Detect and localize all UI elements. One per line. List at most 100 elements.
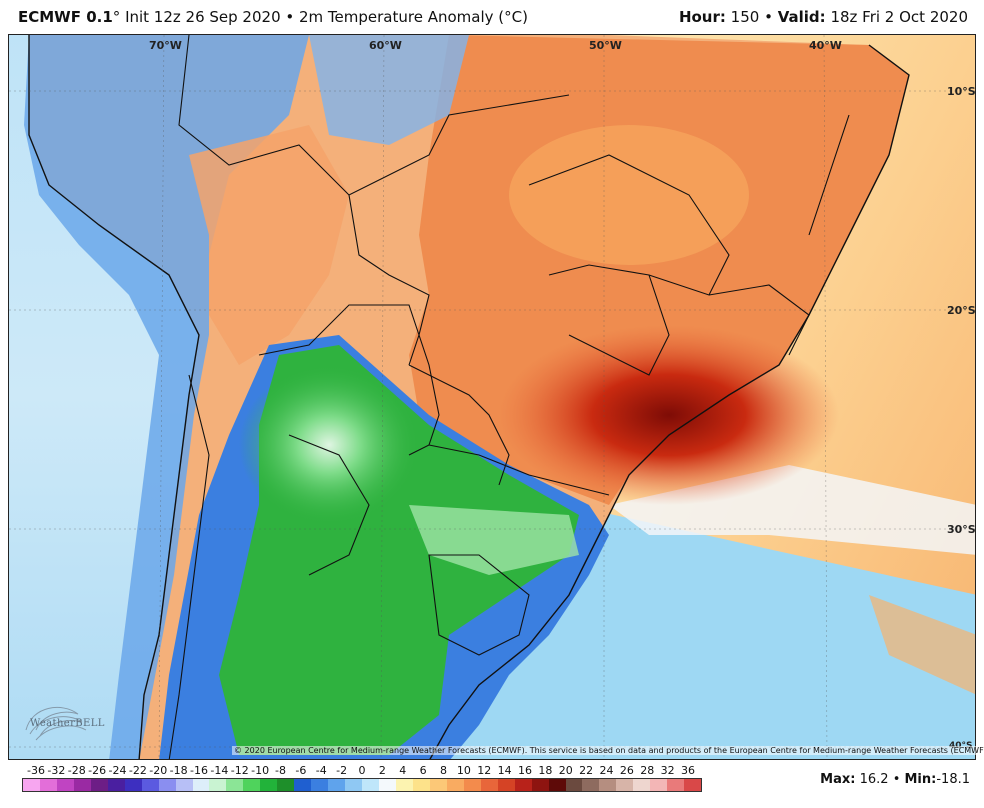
scale-swatch xyxy=(362,779,380,791)
min-label: Min: xyxy=(904,772,937,787)
scale-tick-label: 20 xyxy=(558,764,573,777)
degree-mark: ° xyxy=(112,8,121,26)
scale-swatch xyxy=(124,779,142,791)
scale-swatch xyxy=(90,779,108,791)
scale-swatch xyxy=(39,779,57,791)
scale-tick-label: -2 xyxy=(336,764,348,777)
svg-text:WeatherBELL: WeatherBELL xyxy=(30,718,105,729)
valid-time: Hour: 150 • Valid: 18z Fri 2 Oct 2020 xyxy=(679,8,968,26)
scale-tick-label: 10 xyxy=(456,764,471,777)
weatherbell-logo-icon: WeatherBELL xyxy=(25,706,105,741)
warm-ocean-patch xyxy=(869,595,975,695)
scale-tick-label: -36 xyxy=(27,764,45,777)
max-label: Max: xyxy=(820,772,856,787)
scale-swatch xyxy=(531,779,549,791)
andes-cold-band xyxy=(24,35,309,759)
scale-tick-label: 36 xyxy=(681,764,695,777)
scale-swatch xyxy=(395,779,413,791)
scale-swatch xyxy=(56,779,74,791)
scale-swatch xyxy=(497,779,515,791)
model-name: ECMWF 0.1 xyxy=(18,8,113,26)
scale-tick-label: -32 xyxy=(47,764,66,777)
scale-tick-label: -10 xyxy=(251,764,270,777)
scale-tick-label: -4 xyxy=(315,764,327,777)
header: ECMWF 0.1° Init 12z 26 Sep 2020 • 2m Tem… xyxy=(0,0,984,34)
scale-swatch xyxy=(243,779,261,791)
scale-tick-label: 6 xyxy=(419,764,427,777)
scale-tick-label: 12 xyxy=(477,764,492,777)
scale-swatch xyxy=(345,779,363,791)
hour-value: 150 xyxy=(730,8,760,26)
scale-swatch xyxy=(379,779,396,791)
max-min-readout: Max: 16.2 • Min:-18.1 xyxy=(820,772,970,787)
anomaly-map xyxy=(9,35,975,759)
scale-tick-label: 32 xyxy=(660,764,675,777)
max-value: 16.2 xyxy=(859,772,889,787)
lon-label-70w: 70°W xyxy=(149,39,182,52)
scale-tick-label: -8 xyxy=(275,764,286,777)
copyright-notice: © 2020 European Centre for Medium-range … xyxy=(232,746,984,755)
hot-anomaly-core xyxy=(499,325,839,505)
cold-band-east xyxy=(409,505,579,575)
scale-swatch xyxy=(599,779,617,791)
min-value: -18.1 xyxy=(936,772,970,787)
scale-swatch xyxy=(328,779,346,791)
map[interactable]: 70°W 60°W 50°W 40°W 10°S 20°S 30°S 40°S xyxy=(8,34,976,760)
scale-tick-label: -22 xyxy=(128,764,147,777)
lon-label-40w: 40°W xyxy=(809,39,842,52)
separator: • xyxy=(892,772,901,787)
scale-tick-label: 0 xyxy=(358,764,366,777)
subtitle: Init 12z 26 Sep 2020 • 2m Temperature An… xyxy=(125,8,528,26)
hour-label: Hour: xyxy=(678,8,726,26)
scale-tick-label: 14 xyxy=(497,764,512,777)
lat-label-20s: 20°S xyxy=(947,304,976,317)
scale-tick-label: -28 xyxy=(67,764,86,777)
scale-tick-label: 26 xyxy=(619,764,634,777)
scale-swatch xyxy=(446,779,464,791)
andes-warm-band xyxy=(189,125,349,365)
scale-swatch xyxy=(650,779,668,791)
scale-swatch xyxy=(463,779,481,791)
scale-ticks: -36 -32 -28 -26 -24 -22 -20 -18 -16 -14 -12 -10 -8 -6… xyxy=(22,764,702,778)
scale-tick-label: -18 xyxy=(169,764,188,777)
lat-label-30s: 30°S xyxy=(947,523,976,536)
amazon-cool-patch xyxy=(309,35,469,145)
scale-swatch xyxy=(548,779,566,791)
scale-swatch xyxy=(23,779,40,791)
separator: • xyxy=(764,8,773,26)
title: ECMWF 0.1° Init 12z 26 Sep 2020 • 2m Tem… xyxy=(18,8,528,26)
scale-tick-label: -20 xyxy=(149,764,168,777)
scale-swatch xyxy=(582,779,600,791)
scale-tick-label: 18 xyxy=(538,764,553,777)
lat-label-10s: 10°S xyxy=(947,85,976,98)
scale-swatch xyxy=(294,779,312,791)
scale-tick-label: -12 xyxy=(230,764,249,777)
scale-tick-label: -14 xyxy=(210,764,229,777)
cold-anomaly-core xyxy=(239,365,419,525)
color-scale: -36 -32 -28 -26 -24 -22 -20 -18 -16 -14 -12 -10 -8 -6… xyxy=(22,764,702,794)
scale-tick-label: 28 xyxy=(640,764,655,777)
warm-patch-north xyxy=(509,125,749,265)
scale-swatch xyxy=(209,779,227,791)
valid-value: 18z Fri 2 Oct 2020 xyxy=(830,8,968,26)
lon-label-60w: 60°W xyxy=(369,39,402,52)
scale-swatch xyxy=(260,779,278,791)
scale-tick-label: -24 xyxy=(108,764,127,777)
scale-swatch xyxy=(73,779,91,791)
scale-tick-label: 8 xyxy=(440,764,447,777)
scale-swatch xyxy=(429,779,447,791)
lon-label-50w: 50°W xyxy=(589,39,622,52)
scale-swatch xyxy=(412,779,430,791)
scale-tick-label: 22 xyxy=(579,764,594,777)
scale-swatch xyxy=(192,779,210,791)
scale-swatch xyxy=(633,779,651,791)
scale-swatch xyxy=(311,779,329,791)
scale-swatch xyxy=(667,779,685,791)
scale-tick-label: 4 xyxy=(399,764,407,777)
scale-swatch xyxy=(565,779,583,791)
scale-swatch xyxy=(226,779,244,791)
scale-tick-label: -26 xyxy=(88,764,107,777)
scale-swatch xyxy=(480,779,498,791)
valid-label: Valid: xyxy=(777,8,826,26)
scale-swatch xyxy=(158,779,176,791)
